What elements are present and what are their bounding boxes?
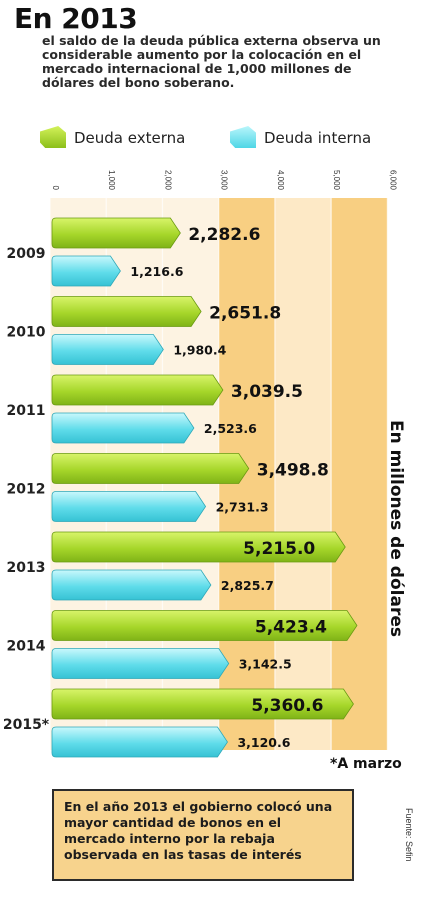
- value-label-internal: 3,142.5: [239, 657, 292, 672]
- axis-unit-label: En millones de dólares: [360, 420, 420, 650]
- footnote-box: En el año 2013 el gobierno colocó una ma…: [52, 789, 354, 881]
- chart-title: En 2013: [14, 2, 138, 35]
- year-label: 2011: [7, 403, 46, 419]
- x-tick-label: 1,000: [107, 170, 116, 191]
- legend-swatch-internal: [230, 126, 256, 148]
- value-label-external: 2,282.6: [188, 225, 260, 245]
- year-label: 2010: [7, 325, 46, 341]
- bar-internal-2012: [51, 491, 207, 522]
- source-text: Fuente: Sefin: [404, 808, 414, 862]
- value-label-internal: 3,120.6: [237, 735, 290, 750]
- source-label: Fuente: Sefin: [400, 808, 420, 898]
- x-tick-label: 5,000: [332, 170, 341, 191]
- bar-external-2010: [51, 296, 202, 327]
- bar-internal-2011: [51, 412, 195, 444]
- bar-internal-2010: [51, 334, 164, 365]
- x-tick-label: 6,000: [388, 170, 397, 191]
- legend-label-external: Deuda externa: [74, 129, 186, 147]
- background-band-1: [274, 198, 332, 750]
- value-label-internal: 2,731.3: [216, 500, 269, 515]
- x-tick-label: 4,000: [276, 170, 285, 191]
- value-labels: 2,282.6 1,216.6 2,651.8 1,980.4 3,039.5 2,523…: [130, 225, 328, 750]
- year-label: 2009: [7, 246, 46, 262]
- x-tick-label: 2,000: [163, 170, 172, 191]
- value-label-internal: 2,523.6: [204, 421, 257, 436]
- bar-external-2014: [51, 610, 358, 641]
- value-label-internal: 1,216.6: [130, 264, 183, 279]
- value-label-external: 5,360.6: [251, 696, 323, 716]
- value-label-external: 3,039.5: [231, 382, 303, 402]
- bars: [51, 217, 358, 758]
- value-label-internal: 1,980.4: [173, 343, 226, 358]
- bar-external-2015*: [51, 688, 354, 720]
- axis-unit-text: En millones de dólares: [386, 420, 406, 637]
- bar-external-2011: [51, 374, 224, 406]
- value-label-external: 3,498.8: [257, 461, 329, 481]
- value-label-external: 5,423.4: [255, 618, 327, 638]
- background-band-2: [331, 198, 388, 750]
- value-label-external: 5,215.0: [243, 539, 315, 559]
- year-label: 2015*: [3, 717, 50, 733]
- bar-external-2013: [51, 531, 346, 563]
- year-label: 2014: [7, 639, 46, 655]
- x-tick-label: 3,000: [220, 170, 229, 191]
- value-label-internal: 2,825.7: [221, 578, 274, 593]
- year-labels: 2009 2010 2011 2012 2013 2014 2015*: [3, 246, 50, 733]
- x-tick-label: 0: [51, 186, 60, 191]
- bar-external-2012: [51, 453, 250, 484]
- footnote-marker: *A marzo: [330, 756, 402, 772]
- value-label-external: 2,651.8: [209, 304, 281, 324]
- bar-internal-2009: [51, 255, 121, 287]
- year-label: 2012: [7, 482, 46, 498]
- chart-subtitle: el saldo de la deuda pública externa obs…: [42, 33, 381, 90]
- bar-internal-2014: [51, 648, 230, 679]
- bar-internal-2013: [51, 569, 212, 601]
- year-label: 2013: [7, 560, 46, 576]
- legend-swatch-external: [40, 126, 66, 148]
- bar-external-2009: [51, 217, 181, 249]
- legend-label-internal: Deuda interna: [264, 129, 372, 147]
- bar-internal-2015*: [51, 726, 228, 758]
